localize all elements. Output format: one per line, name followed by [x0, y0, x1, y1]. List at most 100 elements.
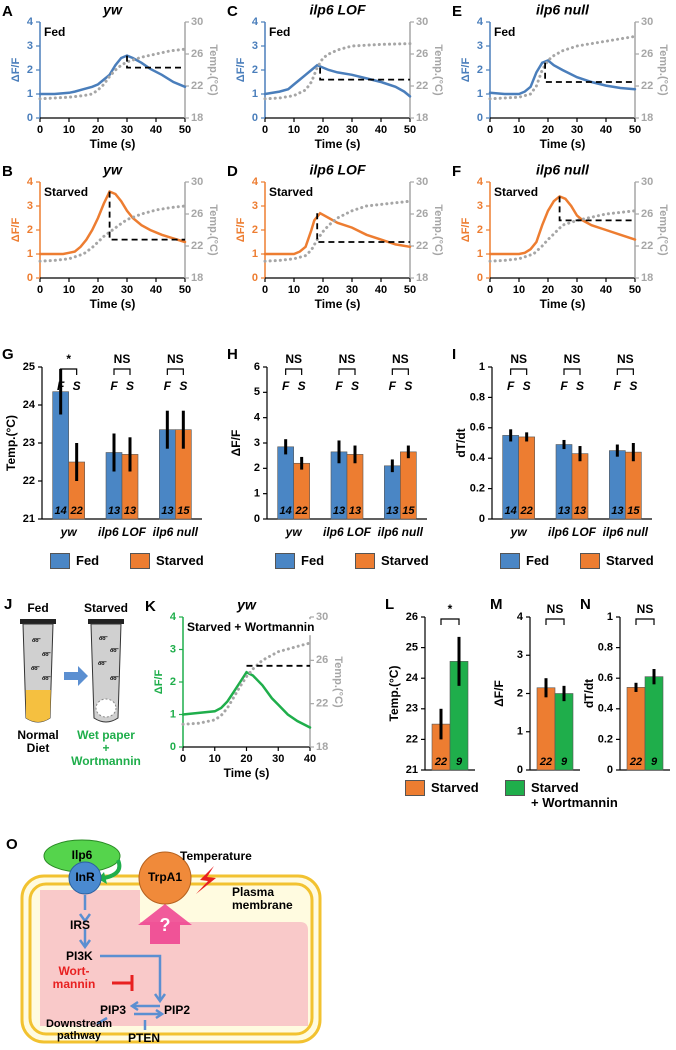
y2-tick-label: 18 — [416, 272, 428, 284]
pair-label: S — [126, 379, 134, 393]
activation-arrow — [138, 904, 192, 944]
binding-arrow — [103, 859, 122, 880]
significance-bracket — [635, 618, 655, 625]
svg-text:ᵒ͞ᵒ: ᵒ͞ᵒ — [32, 637, 41, 646]
x-tick-label: 50 — [629, 284, 641, 296]
legend-swatch — [130, 553, 150, 569]
y-axis-label: ΔF/F — [235, 58, 247, 83]
x-tick-label: 30 — [346, 284, 358, 296]
pair-label: F — [110, 379, 118, 393]
n-label: 15 — [402, 505, 415, 517]
y-tick-label: 1 — [254, 488, 260, 500]
reference-line — [38, 204, 187, 263]
svg-text:ᵒ͞ᵒ: ᵒ͞ᵒ — [99, 635, 108, 644]
x-tick-label: 40 — [375, 284, 387, 296]
svg-text:ᵒ͞ᵒ: ᵒ͞ᵒ — [98, 660, 107, 669]
y2-tick-label: 22 — [416, 240, 428, 252]
y-tick-label: 1 — [27, 88, 33, 100]
panel-letter: C — [227, 3, 238, 20]
annotation: Starved — [269, 185, 313, 199]
inhibition — [112, 975, 134, 991]
data-line — [263, 211, 412, 256]
significance-label: NS — [564, 352, 581, 366]
panel-letter: K — [145, 598, 156, 615]
pair-label: F — [282, 379, 290, 393]
y-tick-label: 0 — [479, 513, 485, 525]
x-axis-label: Time (s) — [90, 297, 136, 311]
significance-label: * — [448, 602, 453, 616]
significance-bracket — [338, 368, 356, 375]
y2-axis-label: Temp.(°C) — [657, 204, 669, 256]
x-tick-label: 40 — [150, 124, 162, 136]
pair-label: S — [576, 379, 584, 393]
n-label: 22 — [70, 505, 83, 517]
legend-swatch — [405, 780, 425, 796]
y-tick-label: 4 — [27, 16, 34, 28]
node-label: PIP3 — [100, 1003, 126, 1017]
y-tick-label: 4 — [170, 611, 177, 623]
x-tick-label: ilp6 null — [603, 525, 649, 539]
annotation: Starved — [44, 185, 88, 199]
y-tick-label: 4 — [252, 16, 259, 28]
y-tick-label: 4 — [252, 176, 259, 188]
annotation-bg — [492, 24, 518, 41]
y2-tick-label: 22 — [641, 80, 653, 92]
x-tick-label: 30 — [571, 124, 583, 136]
legend-label: Starved — [606, 553, 654, 568]
n-label: 13 — [124, 505, 136, 517]
y-tick-label: 2 — [477, 224, 483, 236]
y-axis-label: Temp.(°C) — [387, 666, 401, 722]
annotation: Fed — [494, 25, 515, 39]
y2-tick-label: 26 — [191, 48, 203, 60]
panel-letter: H — [227, 346, 238, 363]
data-line — [488, 58, 637, 96]
y-tick-label: 3 — [170, 643, 176, 655]
y-tick-label: 2 — [517, 687, 523, 699]
legend-label: Starved + Wortmannin — [531, 780, 618, 810]
node-label: PI3K — [66, 949, 93, 963]
x-tick-label: 10 — [513, 124, 525, 136]
y-tick-label: 0 — [252, 272, 258, 284]
significance-bracket — [616, 368, 634, 375]
x-tick-label: 0 — [262, 284, 268, 296]
y-tick-label: 3 — [252, 40, 258, 52]
x-tick-label: 20 — [317, 124, 329, 136]
x-axis-label: Time (s) — [540, 137, 586, 151]
heat-bolt — [196, 866, 216, 894]
y2-tick-label: 30 — [191, 16, 203, 28]
y-tick-label: 1 — [170, 708, 176, 720]
data-line — [38, 54, 187, 96]
y-tick-label: 4 — [477, 176, 484, 188]
y-axis-label: ΔF/F — [229, 430, 243, 457]
x-tick-label: 50 — [179, 124, 191, 136]
y-axis-label: ΔF/F — [235, 218, 247, 243]
y-axis-label: ΔF/F — [460, 58, 472, 83]
panel-letter: I — [452, 346, 456, 363]
y2-tick-label: 22 — [416, 80, 428, 92]
y-tick-label: 2 — [254, 462, 260, 474]
reference-line — [126, 55, 185, 69]
y-tick-label: 3 — [27, 40, 33, 52]
unknown-mark: ? — [160, 915, 171, 935]
y-tick-label: 21 — [406, 764, 418, 776]
x-axis-label: Time (s) — [315, 297, 361, 311]
n-label: 14 — [55, 505, 67, 517]
annotation-bg — [267, 184, 316, 201]
y-tick-label: 0 — [607, 764, 613, 776]
pair-label: F — [335, 379, 343, 393]
n-label: 13 — [161, 505, 173, 517]
x-tick-label: 0 — [37, 124, 43, 136]
chart-title: yw — [102, 162, 123, 178]
x-tick-label: 0 — [180, 753, 186, 765]
node-label: PIP2 — [164, 1003, 190, 1017]
data-line — [263, 63, 412, 98]
x-tick-label: ilp6 LOF — [548, 525, 597, 539]
y-tick-label: 1 — [479, 361, 485, 373]
n-label: 14 — [280, 505, 292, 517]
panel-letter: B — [2, 163, 13, 180]
x-tick-label: 10 — [63, 284, 75, 296]
pair-label: S — [629, 379, 637, 393]
y-tick-label: 21 — [23, 513, 35, 525]
significance-label: NS — [167, 352, 184, 366]
y-tick-label: 0 — [252, 112, 258, 124]
